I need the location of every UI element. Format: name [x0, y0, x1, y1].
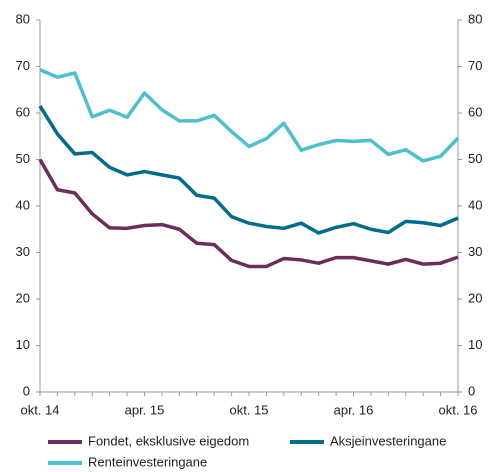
y2-tick-label: 10 [468, 337, 482, 352]
legend-label: Aksjeinvesteringane [330, 433, 446, 448]
x-tick-label: apr. 15 [125, 402, 165, 417]
y-tick-label: 10 [16, 337, 30, 352]
y2-tick-label: 30 [468, 244, 482, 259]
y2-tick-label: 0 [468, 383, 475, 398]
x-tick-label: okt. 14 [20, 402, 59, 417]
y2-tick-label: 50 [468, 151, 482, 166]
x-tick-label: okt. 16 [438, 402, 477, 417]
legend-label: Fondet, eksklusive eigedom [88, 433, 249, 448]
y-tick-label: 70 [16, 58, 30, 73]
y2-tick-label: 60 [468, 104, 482, 119]
line-series [38, 158, 459, 269]
y2-tick-label: 70 [468, 58, 482, 73]
y2-tick-label: 40 [468, 197, 482, 212]
x-tick-label: okt. 15 [229, 402, 268, 417]
y-tick-label: 80 [16, 11, 30, 26]
y2-tick-label: 80 [468, 11, 482, 26]
legend-label: Renteinvesteringane [88, 454, 207, 469]
line-series [38, 105, 459, 235]
y-tick-label: 50 [16, 151, 30, 166]
x-tick-label: apr. 16 [334, 402, 374, 417]
y-tick-label: 0 [23, 383, 30, 398]
y2-tick-label: 20 [468, 290, 482, 305]
y-tick-label: 30 [16, 244, 30, 259]
line-series [39, 68, 460, 163]
y-tick-label: 60 [16, 104, 30, 119]
y-tick-label: 40 [16, 197, 30, 212]
y-tick-label: 20 [16, 290, 30, 305]
